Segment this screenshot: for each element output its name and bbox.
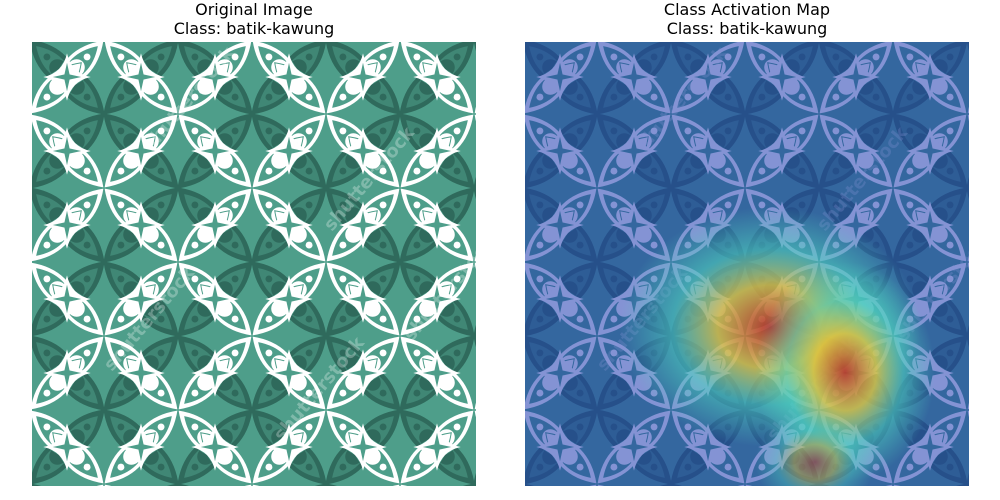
title-line-2: Class: batik-kawung — [32, 19, 476, 38]
original-image: shutterstock shutterstock shutterstock shut… — [32, 42, 476, 486]
panel-title: Original Image Class: batik-kawung — [32, 0, 476, 38]
title-line-1: Original Image — [32, 0, 476, 19]
cam-image: shutterstockshutterstockshutterstockshut… — [525, 42, 969, 486]
title-line-2: Class: batik-kawung — [525, 19, 969, 38]
cam-panel: Class Activation Map Class: batik-kawung… — [525, 0, 969, 500]
panel-title: Class Activation Map Class: batik-kawung — [525, 0, 969, 38]
title-line-1: Class Activation Map — [525, 0, 969, 19]
cam-heatmap-image: shutterstockshutterstockshutterstockshut… — [525, 42, 969, 486]
original-image-panel: Original Image Class: batik-kawung shutt… — [32, 0, 476, 500]
